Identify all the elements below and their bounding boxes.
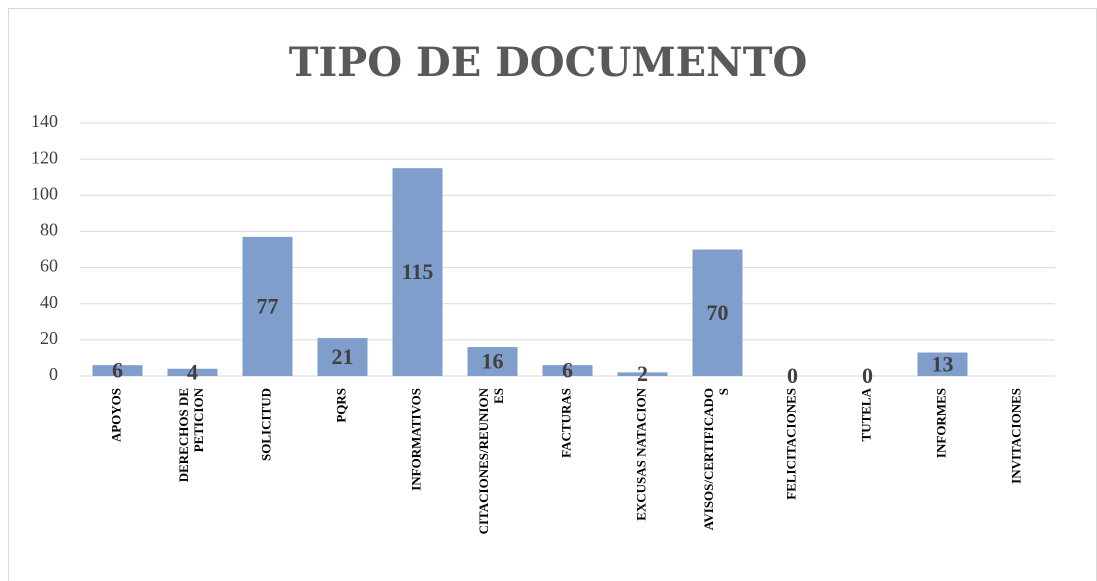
bar (317, 338, 368, 376)
data-label: 16 (482, 349, 504, 374)
y-tick-label: 140 (31, 111, 58, 131)
y-tick-label: 40 (40, 292, 58, 312)
x-tick-label: APOYOS (108, 388, 123, 442)
x-tick-label-line: FELICITACIONES (783, 388, 798, 500)
x-tick-label-line: AVISOS/CERTIFICADO (701, 388, 716, 530)
y-tick-label: 60 (40, 256, 58, 276)
data-label: 4 (187, 359, 198, 384)
x-tick-label-line: PETICION (191, 387, 206, 452)
x-tick-label: EXCUSAS NATACION (633, 387, 648, 520)
x-tick-label-line: FACTURAS (558, 388, 573, 458)
x-tick-label: FACTURAS (558, 388, 573, 458)
x-tick-label: DERECHOS DEPETICION (176, 387, 206, 482)
y-tick-label: 120 (31, 147, 58, 167)
bar (92, 365, 143, 376)
bar (542, 365, 593, 376)
x-tick-label-line: CITACIONES/REUNION (476, 387, 491, 534)
bar (467, 347, 518, 376)
x-tick-label-line: EXCUSAS NATACION (633, 387, 648, 520)
y-tick-label: 0 (49, 364, 58, 384)
y-tick-label: 100 (31, 183, 58, 203)
y-tick-label: 80 (40, 220, 58, 240)
x-tick-label: INFORMES (933, 388, 948, 458)
data-label: 0 (862, 363, 873, 388)
x-tick-label-line: PQRS (333, 388, 348, 423)
x-tick-label-line: SOLICITUD (258, 388, 273, 461)
bar (617, 372, 668, 376)
x-tick-label-line: INVITACIONES (1008, 388, 1023, 484)
x-tick-label-line: DERECHOS DE (176, 388, 191, 482)
x-tick-label-line: APOYOS (108, 388, 123, 442)
x-tick-label: INVITACIONES (1008, 388, 1023, 484)
x-tick-label: CITACIONES/REUNIONES (476, 387, 506, 534)
data-label: 115 (402, 259, 434, 284)
bar (167, 368, 218, 376)
x-tick-label: TUTELA (858, 387, 873, 441)
x-tick-label: PQRS (333, 388, 348, 423)
data-label: 6 (562, 358, 573, 383)
bar (242, 236, 293, 376)
data-label: 13 (932, 351, 954, 376)
y-tick-label: 20 (40, 328, 58, 348)
x-tick-label-line: INFORMES (933, 388, 948, 458)
data-label: 2 (637, 361, 648, 386)
bar (392, 168, 443, 376)
data-label: 70 (707, 300, 729, 325)
data-label: 21 (332, 344, 354, 369)
x-tick-label-line: INFORMATIVOS (408, 388, 423, 491)
bar (917, 352, 968, 376)
chart-frame (8, 8, 1097, 581)
x-tick-label: SOLICITUD (258, 388, 273, 461)
x-tick-label: AVISOS/CERTIFICADOS (701, 388, 731, 530)
x-tick-label: INFORMATIVOS (408, 388, 423, 491)
x-tick-label-line: S (716, 388, 731, 395)
x-tick-label-line: ES (491, 388, 506, 404)
x-tick-label: FELICITACIONES (783, 388, 798, 500)
data-label: 77 (257, 293, 279, 318)
data-label: 0 (787, 363, 798, 388)
chart-title: TIPO DE DOCUMENTO (289, 39, 808, 86)
bar (692, 249, 743, 376)
x-tick-label-line: TUTELA (858, 387, 873, 441)
data-label: 6 (112, 358, 123, 383)
